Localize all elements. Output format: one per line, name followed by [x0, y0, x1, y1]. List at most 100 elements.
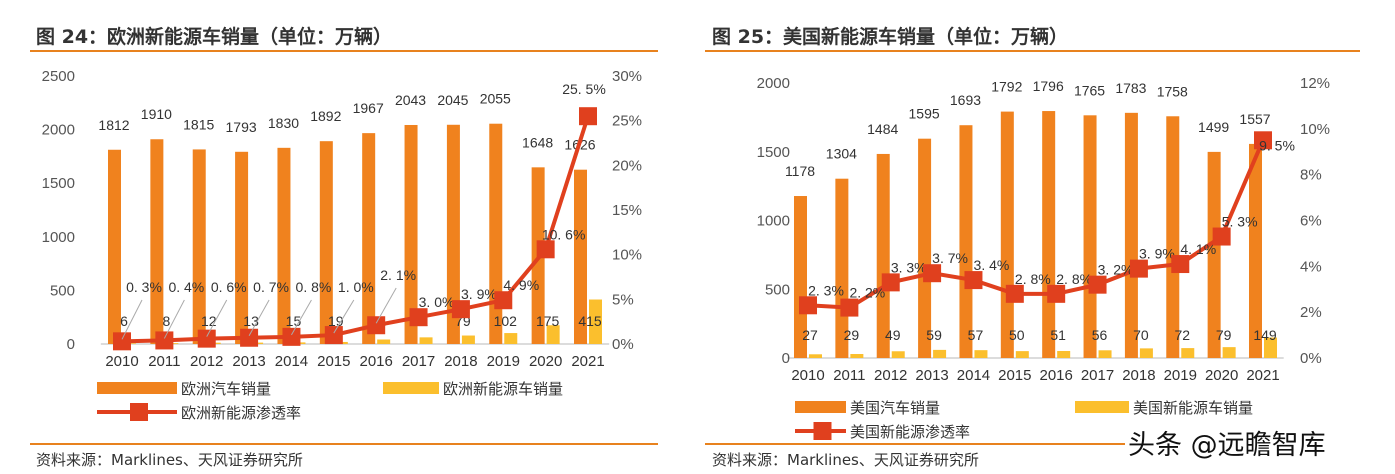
- penetration-marker: [367, 316, 386, 335]
- data-label-penetration: 25. 5%: [562, 81, 606, 97]
- source-rule: [30, 443, 658, 445]
- bar-total: [1083, 115, 1097, 358]
- bar-nev: [809, 354, 822, 358]
- penetration-marker: [240, 328, 259, 347]
- y2-tick-label: 6%: [1300, 213, 1322, 230]
- bar-total: [1042, 111, 1056, 358]
- data-label-penetration: 3. 7%: [932, 250, 968, 266]
- penetration-marker: [1005, 284, 1024, 303]
- penetration-marker: [1088, 275, 1107, 294]
- bar-total: [404, 124, 418, 344]
- legend-marker-penetration: [813, 422, 832, 440]
- data-label-penetration: 0. 8%: [296, 279, 332, 295]
- legend-label-total: 欧洲汽车销量: [181, 381, 271, 398]
- data-label-penetration: 2. 2%: [849, 285, 885, 301]
- data-label-nev: 29: [844, 327, 860, 343]
- data-label-penetration: 0. 7%: [253, 279, 289, 295]
- data-label-nev: 149: [1253, 327, 1277, 343]
- penetration-marker: [964, 271, 983, 290]
- x-tick-label: 2016: [1039, 367, 1072, 384]
- x-tick-label: 2015: [998, 367, 1031, 384]
- data-label-penetration: 10. 6%: [542, 226, 586, 242]
- data-label-penetration: 3. 9%: [1139, 246, 1175, 262]
- x-tick-label: 2012: [190, 353, 223, 370]
- penetration-marker: [494, 291, 513, 310]
- legend-swatch-nev: [1075, 401, 1129, 413]
- data-label-total: 2043: [395, 92, 426, 108]
- source-note-europe: 资料来源：Marklines、天风证券研究所: [36, 451, 303, 469]
- penetration-marker: [409, 308, 428, 327]
- bar-nev: [504, 333, 518, 344]
- bar-total: [1000, 111, 1014, 358]
- data-label-total: 1758: [1157, 83, 1188, 99]
- y-tick-label: 2500: [42, 68, 75, 85]
- x-tick-label: 2012: [874, 367, 907, 384]
- chart-title-us: 图 25：美国新能源车销量（单位：万辆）: [712, 26, 1069, 48]
- y-tick-label: 1000: [757, 213, 790, 230]
- y-tick-label: 0: [782, 350, 790, 367]
- data-label-penetration: 0. 6%: [211, 279, 247, 295]
- penetration-marker: [923, 264, 942, 283]
- x-tick-label: 2021: [571, 353, 604, 370]
- penetration-marker: [881, 273, 900, 292]
- bar-nev: [377, 339, 391, 344]
- source-rule: [705, 443, 1125, 445]
- leader-line: [291, 299, 312, 336]
- y2-tick-label: 20%: [612, 157, 642, 174]
- data-label-nev: 56: [1092, 327, 1108, 343]
- y2-tick-label: 25%: [612, 113, 642, 130]
- data-label-nev: 27: [802, 327, 818, 343]
- data-label-nev: 50: [1009, 327, 1025, 343]
- bar-nev: [419, 337, 433, 344]
- penetration-marker: [1254, 131, 1272, 150]
- legend-label-penetration: 美国新能源渗透率: [850, 424, 970, 441]
- y2-tick-label: 8%: [1300, 167, 1322, 184]
- y2-tick-label: 0%: [1300, 350, 1322, 367]
- legend-marker-penetration: [130, 403, 148, 421]
- legend-swatch-total: [795, 401, 846, 413]
- data-label-penetration: 2. 3%: [808, 282, 844, 298]
- bar-nev: [850, 354, 864, 358]
- data-label-penetration: 4. 9%: [503, 277, 539, 293]
- x-tick-label: 2017: [1081, 367, 1114, 384]
- bar-total: [362, 133, 376, 344]
- bar-nev: [1098, 350, 1112, 358]
- x-tick-label: 2014: [275, 353, 308, 370]
- data-label-nev: 12: [201, 313, 217, 329]
- penetration-marker: [113, 332, 131, 351]
- data-label-total: 1812: [98, 117, 129, 133]
- y2-tick-label: 0%: [612, 336, 634, 353]
- x-tick-label: 2010: [105, 353, 138, 370]
- y2-tick-label: 5%: [612, 291, 634, 308]
- x-tick-label: 2021: [1246, 367, 1279, 384]
- x-tick-label: 2013: [232, 353, 265, 370]
- bar-total: [918, 138, 932, 358]
- x-tick-label: 2011: [833, 367, 865, 384]
- penetration-marker: [1212, 227, 1231, 246]
- data-label-nev: 415: [578, 313, 602, 329]
- leader-line: [121, 299, 143, 340]
- x-tick-label: 2019: [487, 353, 520, 370]
- penetration-marker: [536, 240, 555, 259]
- source-note-us: 资料来源：Marklines、天风证券研究所: [712, 451, 979, 469]
- data-label-penetration: 5. 3%: [1222, 214, 1258, 230]
- bar-total: [489, 123, 503, 344]
- y-tick-label: 1000: [42, 229, 75, 246]
- y2-tick-label: 30%: [612, 68, 642, 85]
- bar-total: [876, 153, 890, 358]
- x-tick-label: 2016: [359, 353, 392, 370]
- bar-total: [319, 141, 333, 344]
- data-label-penetration: 2. 1%: [380, 267, 416, 283]
- y-tick-label: 1500: [42, 175, 75, 192]
- data-label-total: 1648: [522, 134, 553, 150]
- data-label-total: 1792: [991, 79, 1022, 95]
- y-tick-label: 0: [67, 336, 75, 353]
- data-label-nev: 8: [162, 313, 170, 329]
- data-label-total: 1765: [1074, 82, 1105, 98]
- data-label-nev: 72: [1174, 327, 1190, 343]
- leader-line: [163, 299, 185, 339]
- data-label-nev: 175: [536, 313, 560, 329]
- bar-total: [446, 124, 460, 344]
- data-label-penetration: 3. 3%: [891, 259, 927, 275]
- y2-tick-label: 2%: [1300, 304, 1322, 321]
